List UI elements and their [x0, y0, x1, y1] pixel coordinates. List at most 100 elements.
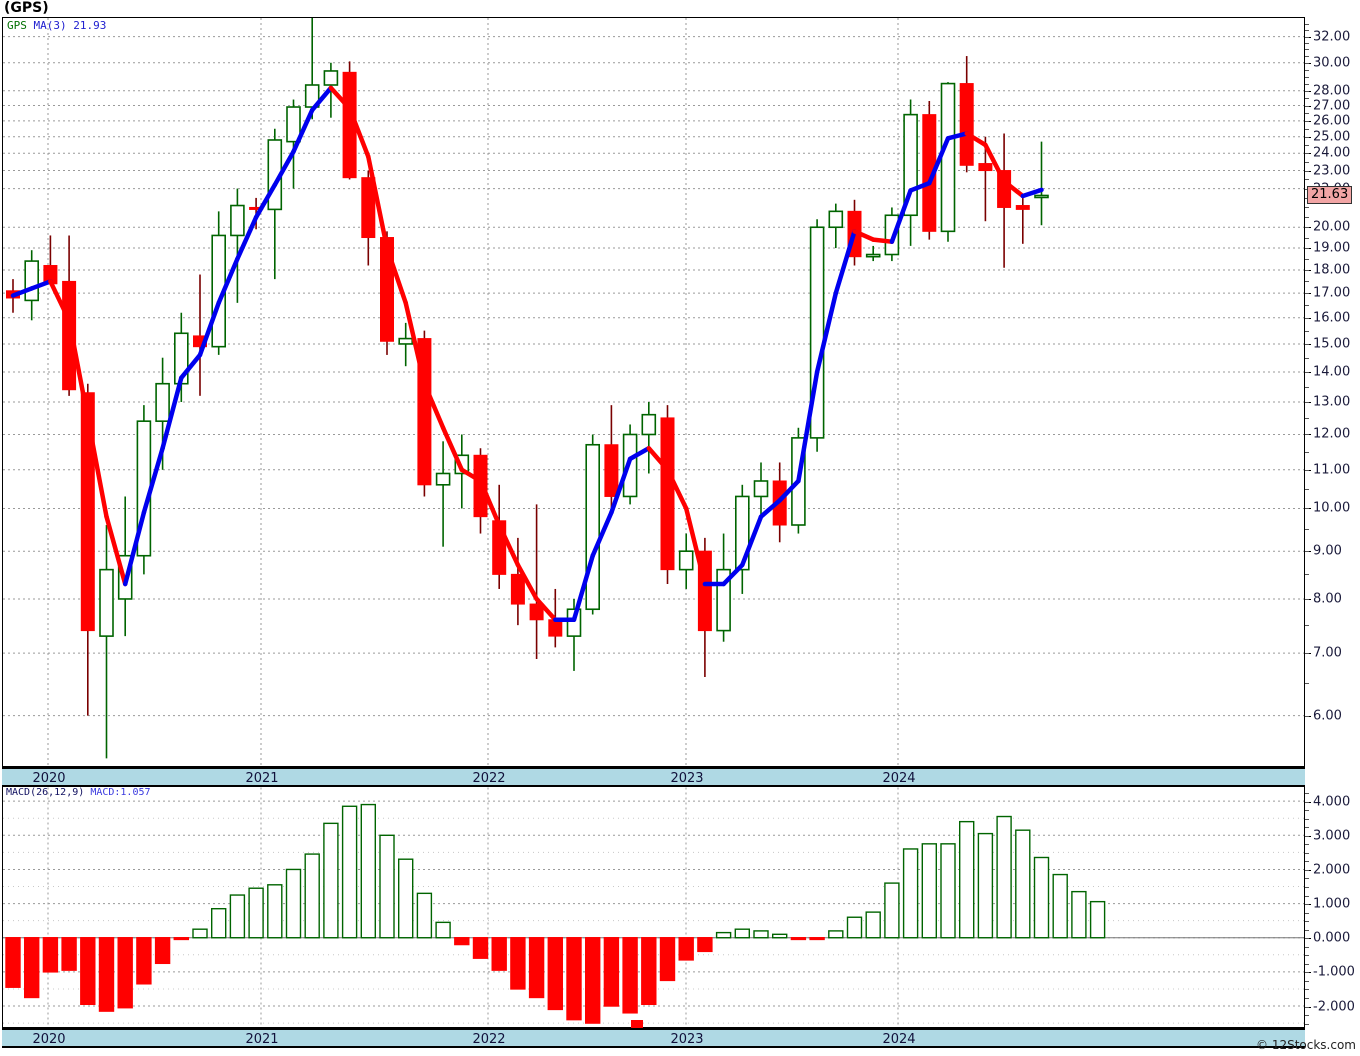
y-axis-minor-tick	[1305, 258, 1309, 260]
macd-legend-value: MACD:1.057	[90, 787, 151, 798]
macd-y-axis-minor-tick	[1305, 835, 1309, 837]
macd-y-axis-label: -1.000	[1313, 964, 1355, 980]
macd-plot-area	[3, 787, 1304, 1027]
macd-y-axis-minor-tick	[1305, 989, 1309, 991]
x-axis-label: 2021	[245, 1032, 279, 1047]
macd-y-axis-minor-tick	[1305, 963, 1309, 965]
macd-y-axis-minor-tick	[1305, 852, 1309, 854]
y-axis-minor-tick	[1305, 625, 1309, 627]
macd-y-axis-minor-tick	[1305, 912, 1309, 914]
y-axis-minor-tick	[1305, 317, 1309, 319]
y-axis-minor-tick	[1305, 357, 1309, 359]
macd-legend: MACD(26,12,9) MACD:1.057	[6, 787, 151, 798]
price-plot-area	[3, 18, 1304, 766]
macd-y-axis-minor-tick	[1305, 801, 1309, 803]
y-axis-minor-tick	[1305, 170, 1309, 172]
page-title: (GPS)	[4, 0, 49, 16]
y-axis-minor-tick	[1305, 330, 1309, 332]
last-price-tag: 21.63	[1307, 186, 1353, 205]
y-axis-label: 26.00	[1313, 113, 1351, 129]
x-axis-label: 2022	[472, 1032, 506, 1047]
macd-y-axis-minor-tick	[1305, 929, 1309, 931]
y-axis-label: 11.00	[1313, 462, 1351, 478]
y-axis-label: 7.00	[1313, 645, 1342, 661]
y-axis-minor-tick	[1305, 451, 1309, 453]
x-axis-label: 2024	[882, 771, 916, 786]
macd-y-axis-minor-tick	[1305, 1023, 1309, 1025]
x-axis-label: 2020	[32, 1032, 66, 1047]
y-axis-minor-tick	[1305, 153, 1309, 155]
y-axis-minor-tick	[1305, 402, 1309, 403]
y-axis-label: 6.00	[1313, 708, 1342, 724]
y-axis-label: 13.00	[1313, 394, 1351, 410]
y-axis-minor-tick	[1305, 574, 1309, 576]
y-axis-minor-tick	[1305, 371, 1309, 373]
y-axis-minor-tick	[1305, 62, 1309, 64]
macd-y-axis-minor-tick	[1305, 895, 1309, 897]
y-axis-minor-tick	[1305, 293, 1309, 295]
y-axis-minor-tick	[1305, 248, 1309, 250]
macd-y-axis-minor-tick	[1305, 810, 1309, 812]
y-axis-minor-tick	[1305, 128, 1309, 130]
y-axis-minor-tick	[1305, 508, 1309, 510]
y-axis-minor-tick	[1305, 386, 1309, 388]
macd-y-axis-minor-tick	[1305, 1006, 1309, 1008]
y-axis-label: 23.00	[1313, 163, 1351, 179]
y-axis-minor-tick	[1305, 417, 1309, 419]
y-axis-minor-tick	[1305, 76, 1309, 78]
macd-chart-panel[interactable]: MACD(26,12,9) MACD:1.057	[2, 787, 1305, 1028]
y-axis-label: 20.00	[1313, 219, 1351, 235]
y-axis-label: 9.00	[1313, 543, 1342, 559]
macd-y-axis-minor-tick	[1305, 869, 1309, 871]
y-axis-minor-tick	[1305, 269, 1309, 271]
legend-ma-value: 21.93	[73, 19, 107, 32]
x-axis-label: 2023	[670, 1032, 704, 1047]
y-axis-minor-tick	[1305, 83, 1309, 85]
y-axis-minor-tick	[1305, 24, 1309, 26]
macd-y-axis-minor-tick	[1305, 955, 1309, 957]
price-chart-panel[interactable]: GPS MA(3) 21.93	[2, 17, 1305, 767]
y-axis-minor-tick	[1305, 36, 1309, 38]
macd-y-axis-label: 2.000	[1313, 862, 1351, 878]
macd-y-axis-minor-tick	[1305, 878, 1309, 880]
y-axis-minor-tick	[1305, 529, 1309, 531]
watermark: © 12Stocks.com	[1256, 1038, 1356, 1052]
y-axis-minor-tick	[1305, 207, 1309, 209]
x-axis-label: 2023	[670, 771, 704, 786]
y-axis-minor-tick	[1305, 98, 1309, 100]
y-axis-minor-tick	[1305, 90, 1309, 92]
y-axis-minor-tick	[1305, 237, 1309, 239]
macd-y-axis-minor-tick	[1305, 972, 1309, 974]
x-axis-label: 2021	[245, 771, 279, 786]
y-axis-minor-tick	[1305, 30, 1309, 32]
macd-y-axis: 4.000 3.000 2.000 1.000 0.000 -1.000 -2.000	[1305, 787, 1360, 1028]
y-axis-label: 8.00	[1313, 591, 1342, 607]
y-axis-label: 12.00	[1313, 426, 1351, 442]
macd-y-axis-minor-tick	[1305, 946, 1309, 948]
y-axis-minor-tick	[1305, 56, 1309, 58]
y-axis-label: 28.00	[1313, 83, 1351, 99]
y-axis-label: 24.00	[1313, 145, 1351, 161]
price-y-axis: 32.00 30.00 28.00 27.00 26.00 25.00 24.00 23.00…	[1305, 17, 1360, 767]
y-axis-minor-tick	[1305, 69, 1309, 71]
y-axis-minor-tick	[1305, 105, 1309, 107]
macd-y-axis-minor-tick	[1305, 827, 1309, 829]
y-axis-label: 32.00	[1313, 29, 1351, 45]
y-axis-minor-tick	[1305, 343, 1309, 345]
y-axis-label: 14.00	[1313, 364, 1351, 380]
macd-y-axis-label: 3.000	[1313, 828, 1351, 844]
y-axis-minor-tick	[1305, 653, 1309, 655]
y-axis-minor-tick	[1305, 136, 1309, 138]
y-axis-minor-tick	[1305, 49, 1309, 51]
y-axis-minor-tick	[1305, 42, 1309, 44]
y-axis-label: 16.00	[1313, 310, 1351, 326]
y-axis-minor-tick	[1305, 113, 1309, 115]
macd-y-axis-label: 1.000	[1313, 896, 1351, 912]
y-axis-minor-tick	[1305, 281, 1309, 283]
macd-y-axis-minor-tick	[1305, 997, 1309, 999]
y-axis-minor-tick	[1305, 227, 1309, 229]
macd-y-axis-minor-tick	[1305, 1015, 1309, 1017]
x-axis-label: 2020	[32, 771, 66, 786]
y-axis-minor-tick	[1305, 683, 1309, 685]
